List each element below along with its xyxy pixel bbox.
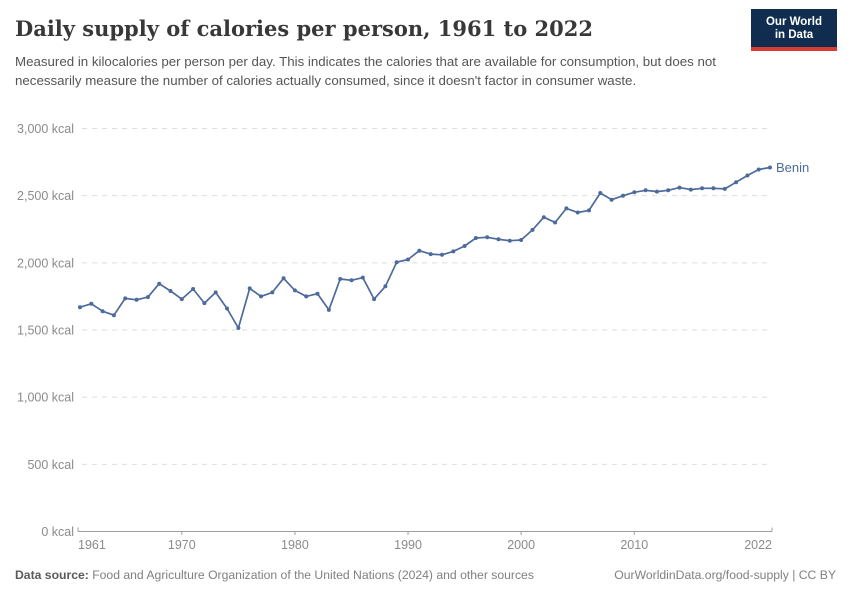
data-point [643,188,648,193]
data-point [462,244,467,248]
data-point [688,187,693,192]
data-point [451,249,456,254]
data-point [485,235,490,240]
data-point [168,289,173,293]
data-point [417,248,422,253]
data-point [100,309,105,314]
data-point [281,276,286,281]
data-point [609,197,614,202]
data-point [213,290,218,295]
x-axis-tick-label: 1980 [281,538,309,552]
x-axis-tick-label: 1961 [78,538,106,552]
data-point [202,301,207,306]
owid-logo-line1: Our World [765,16,822,28]
data-point [134,297,139,302]
data-point [496,237,501,242]
data-point [473,236,478,240]
data-line [79,166,771,329]
data-point [440,252,444,257]
data-point [428,252,433,257]
data-point [632,190,637,195]
data-point [598,191,603,195]
data-point [541,215,546,220]
data-point [270,290,275,295]
data-point [225,306,229,311]
data-point [111,313,116,318]
y-axis-tick-label: 2,500 kcal [17,189,74,203]
data-point [575,210,580,215]
data-point [304,294,309,299]
data-point [553,220,558,225]
data-point [157,281,162,286]
y-axis-tick-label: 500 kcal [27,458,74,472]
data-point [756,167,761,172]
data-point [89,301,94,306]
entity-label[interactable]: Benin [776,160,809,175]
data-point [406,257,410,262]
data-point [123,296,128,301]
data-point [191,287,196,291]
y-axis-tick-label: 1,000 kcal [17,391,74,405]
x-axis-tick-label: 2000 [507,538,535,552]
data-point [745,173,750,178]
y-axis-tick-label: 3,000 kcal [17,122,74,136]
chart-footer: Data source: Food and Agriculture Organi… [15,568,836,590]
data-point [338,277,343,281]
data-point [768,165,772,170]
data-point [179,297,184,302]
x-axis-tick-label: 2010 [620,538,648,552]
data-point [530,227,535,232]
data-point [677,185,682,190]
data-point [349,278,354,283]
data-point [383,284,388,289]
credit-link[interactable]: OurWorldinData.org/food-supply | CC BY [614,568,836,582]
data-point [292,288,297,293]
data-source-text: Food and Agriculture Organization of the… [88,568,534,582]
x-axis-tick-label: 2022 [744,538,772,552]
data-source-label: Data source: [15,568,89,582]
data-point [360,275,365,280]
data-point [372,297,377,302]
data-point [247,286,252,291]
data-point [259,294,263,299]
data-point [722,186,727,191]
data-point [394,260,399,265]
y-axis-tick-label: 1,500 kcal [17,324,74,338]
data-source-note: Data source: Food and Agriculture Organi… [15,568,534,582]
data-point [507,238,512,243]
data-point [700,186,705,191]
data-point [145,295,150,300]
owid-logo-line2: in Data [774,29,814,41]
y-axis-tick-label: 2,000 kcal [17,256,74,270]
data-point [666,188,671,193]
data-point [734,180,739,185]
data-point [621,193,625,198]
data-point [326,307,331,312]
chart-subtitle: Measured in kilocalories per person per … [15,54,716,88]
data-point [519,238,524,242]
owid-logo[interactable]: Our World in Data [751,9,837,51]
data-point [315,291,320,296]
x-axis-tick-label: 1990 [394,538,422,552]
page-title: Daily supply of calories per person, 196… [15,16,593,41]
data-point [587,208,591,213]
x-axis-tick-label: 1970 [168,538,196,552]
data-point [711,186,716,191]
data-point [654,189,659,194]
data-point [564,206,569,211]
y-axis-tick-label: 0 kcal [41,525,74,539]
data-point [78,305,82,310]
data-point [236,326,241,330]
